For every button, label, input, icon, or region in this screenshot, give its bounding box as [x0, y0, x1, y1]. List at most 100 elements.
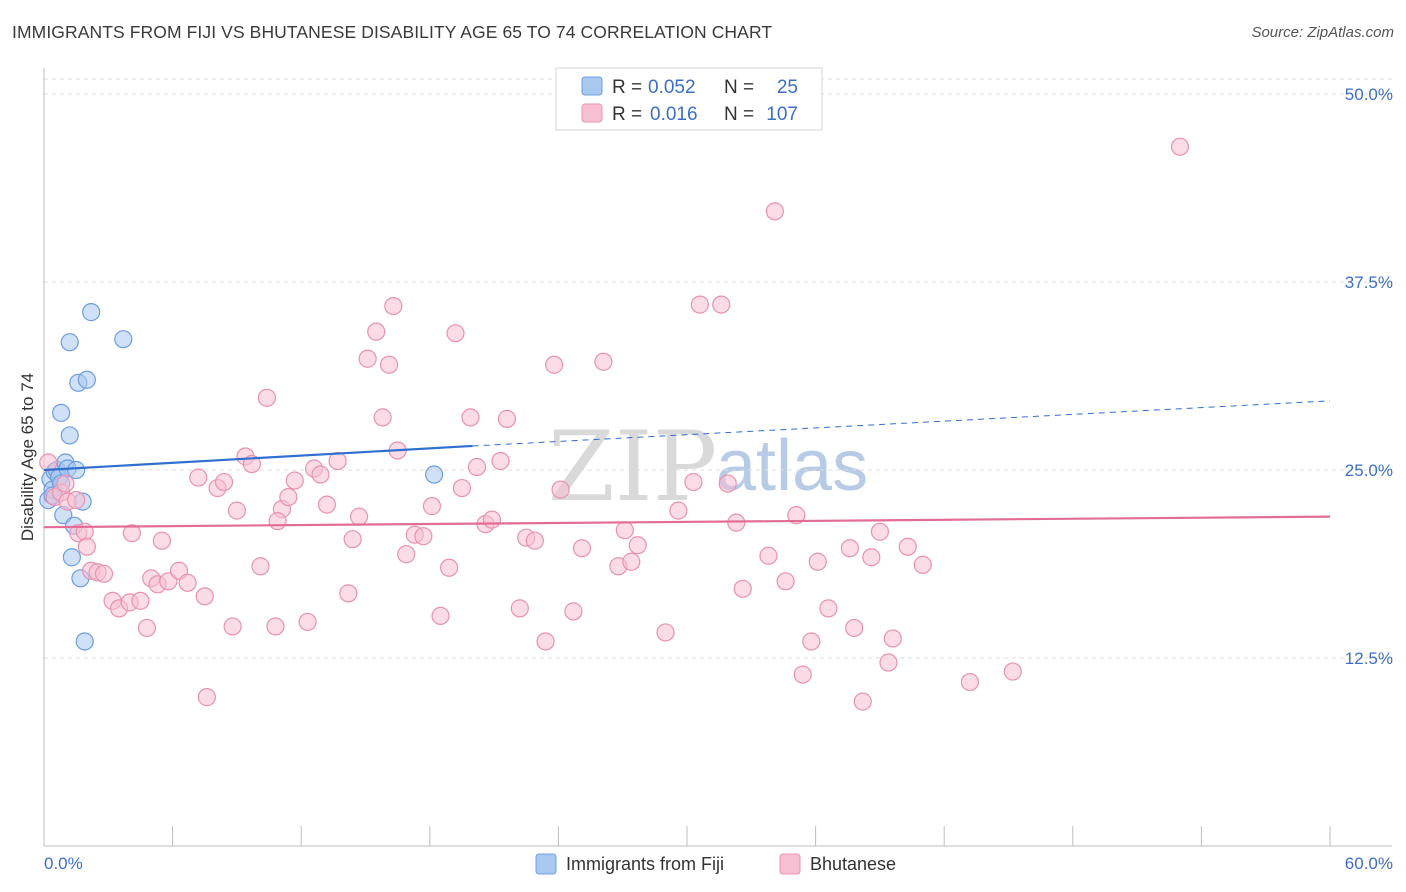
data-point: [214, 472, 234, 492]
data-point: [39, 453, 58, 472]
data-point: [913, 555, 932, 574]
data-point: [152, 531, 171, 550]
y-tick-label: 25.0%: [1345, 461, 1393, 480]
data-point: [257, 388, 277, 407]
data-point: [268, 512, 287, 531]
data-point: [727, 513, 746, 532]
data-point: [1170, 137, 1190, 156]
data-point: [384, 296, 403, 316]
x-tick-label-min: 0.0%: [44, 854, 83, 873]
data-point: [77, 370, 96, 389]
data-point: [1003, 662, 1022, 681]
data-point: [349, 507, 369, 526]
legend-top-n-value-bhutanese: 107: [766, 104, 798, 125]
data-point: [628, 536, 647, 555]
legend-top-n-value-fiji: 25: [777, 77, 798, 98]
data-point: [853, 692, 872, 711]
data-point: [898, 537, 917, 556]
data-point: [482, 510, 502, 529]
data-point: [452, 478, 472, 498]
data-point: [137, 618, 156, 638]
y-axis-label: Disability Age 65 to 74: [18, 373, 37, 541]
legend-top-r-value-bhutanese: 0.016: [650, 104, 698, 125]
data-point: [367, 322, 386, 341]
data-point: [114, 330, 133, 349]
data-point: [339, 584, 358, 603]
data-point: [536, 632, 555, 651]
legend-top-swatch-bhutanese: [581, 103, 603, 123]
legend-bottom-swatch-fiji: [535, 853, 557, 875]
data-point: [551, 480, 570, 499]
data-point: [94, 564, 114, 583]
data-point: [439, 558, 459, 577]
data-point: [669, 501, 688, 520]
data-point: [82, 303, 101, 322]
gridlines: [44, 78, 1392, 659]
data-point: [802, 632, 821, 651]
data-point: [223, 617, 242, 636]
data-point: [656, 623, 675, 642]
data-point: [491, 451, 510, 471]
data-point: [525, 531, 544, 550]
data-point: [60, 333, 79, 352]
series-points: [39, 137, 1190, 711]
legend-top-n-label-bhutanese: N =: [724, 104, 754, 125]
data-point: [52, 403, 71, 422]
data-point: [122, 524, 141, 543]
data-point: [883, 629, 902, 648]
legend-bottom-label-bhutanese: Bhutanese: [810, 854, 896, 874]
data-point: [572, 539, 592, 558]
data-point: [787, 506, 806, 525]
data-point: [195, 587, 214, 606]
data-point: [870, 522, 890, 541]
data-point: [227, 501, 246, 520]
x-axis-ticks: [43, 826, 1331, 846]
legend-top-n-label-fiji: N =: [724, 77, 754, 98]
data-point: [622, 552, 641, 571]
data-point: [793, 665, 812, 684]
y-axis-tick-labels: 12.5% 25.0% 37.5% 50.0%: [1345, 85, 1393, 668]
legend-top-r-value-fiji: 0.052: [648, 77, 696, 98]
data-point: [467, 457, 487, 477]
data-point: [510, 599, 529, 618]
trend-lines: [43, 400, 1331, 529]
data-point: [765, 202, 784, 221]
trend-line-fiji: [43, 444, 473, 472]
legend-top-swatch-fiji: [581, 76, 603, 96]
data-point: [285, 471, 304, 490]
data-point: [266, 617, 285, 636]
data-point: [840, 539, 859, 558]
data-point: [819, 599, 838, 618]
legend-top-r-label-bhutanese: R =: [612, 104, 642, 125]
data-point: [373, 408, 392, 427]
y-tick-label: 37.5%: [1345, 273, 1393, 292]
data-point: [424, 465, 444, 484]
data-point: [67, 460, 86, 480]
data-point: [545, 355, 564, 374]
data-point: [594, 352, 613, 371]
data-point: [431, 606, 450, 626]
data-point: [279, 487, 298, 507]
x-tick-label-max: 60.0%: [1345, 854, 1393, 873]
legend-top: R = 0.052 N = 25 R = 0.016 N = 107: [555, 67, 823, 131]
legend-bottom: Immigrants from Fiji Bhutanese: [535, 853, 896, 875]
data-point: [317, 495, 337, 514]
y-tick-label: 50.0%: [1345, 85, 1393, 104]
data-point: [615, 521, 634, 540]
data-point: [328, 451, 347, 471]
data-point: [776, 572, 795, 591]
data-point: [343, 530, 362, 549]
trend-line-fiji-extension: [472, 400, 1331, 447]
data-point: [414, 527, 433, 546]
data-point: [808, 552, 827, 571]
legend-bottom-swatch-bhutanese: [779, 853, 801, 875]
data-point: [379, 355, 399, 374]
data-point: [197, 688, 216, 707]
data-point: [62, 548, 81, 567]
data-point: [862, 548, 881, 567]
data-point: [690, 295, 709, 314]
data-point: [56, 474, 75, 493]
data-point: [298, 612, 317, 632]
chart-source: Source: ZipAtlas.com: [1251, 24, 1394, 41]
data-point: [67, 490, 86, 510]
